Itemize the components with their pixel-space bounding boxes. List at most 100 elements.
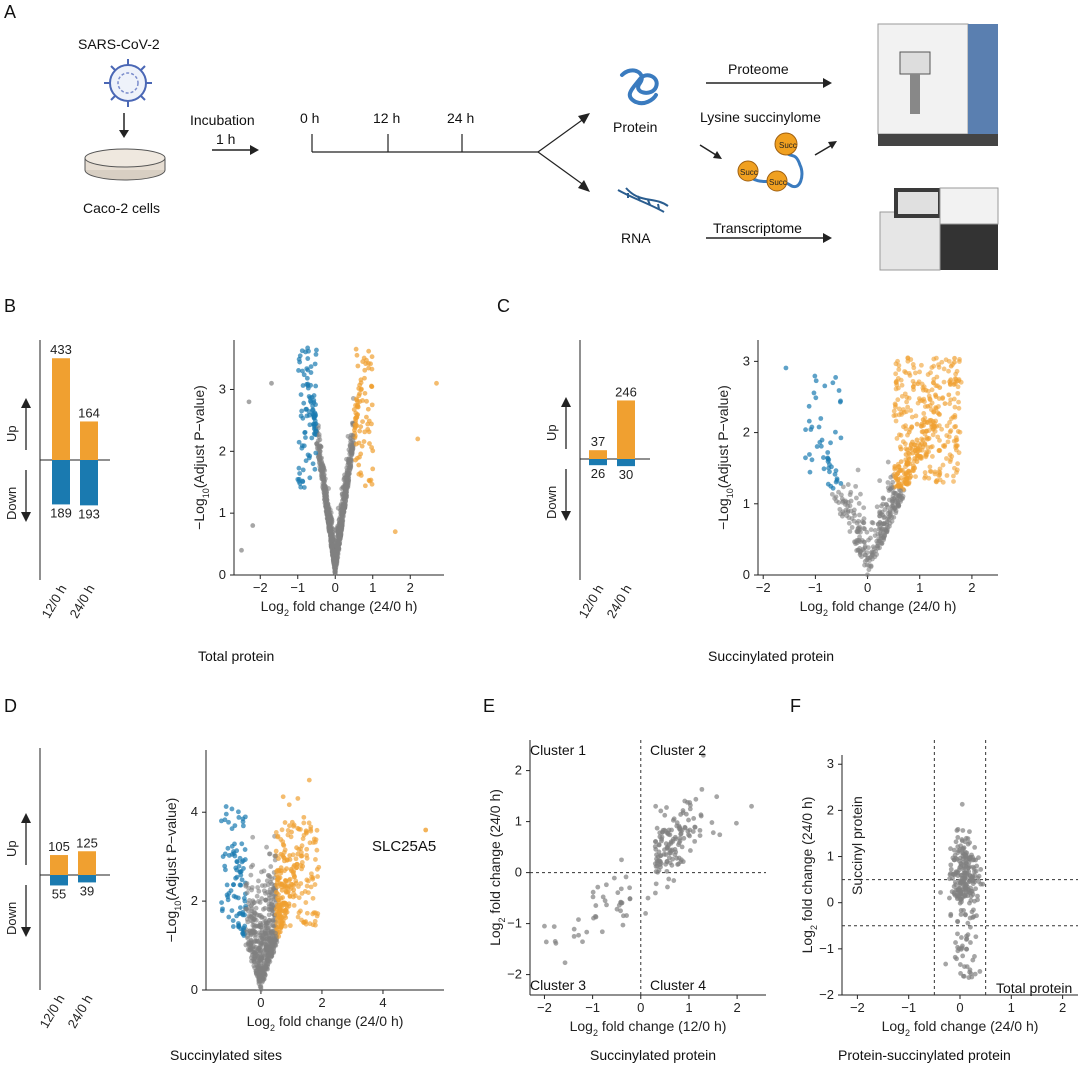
protein-icon bbox=[620, 68, 659, 106]
point bbox=[595, 884, 601, 890]
point bbox=[948, 913, 954, 919]
caption-c: Succinylated protein bbox=[708, 648, 835, 664]
point-up bbox=[947, 382, 953, 387]
point-ns bbox=[872, 527, 878, 533]
point-up bbox=[941, 379, 947, 385]
point-ns bbox=[866, 563, 872, 568]
point bbox=[954, 956, 959, 962]
point-up bbox=[368, 477, 374, 483]
point-up bbox=[893, 371, 899, 377]
point-ns bbox=[837, 506, 843, 512]
caption-d: Succinylated sites bbox=[170, 1047, 283, 1063]
point-down bbox=[305, 356, 311, 361]
point-up bbox=[952, 355, 957, 361]
point-up bbox=[944, 456, 949, 461]
point-down bbox=[300, 368, 305, 374]
point-up bbox=[913, 445, 919, 451]
point-up bbox=[922, 475, 928, 481]
point-ns bbox=[266, 895, 272, 901]
down-arrow-head bbox=[21, 927, 31, 937]
point bbox=[959, 801, 965, 807]
point-up bbox=[946, 368, 951, 374]
point bbox=[667, 832, 673, 838]
point bbox=[653, 869, 659, 874]
point-up bbox=[939, 426, 945, 432]
point-down bbox=[825, 481, 831, 487]
point-up bbox=[355, 412, 361, 417]
point-down bbox=[838, 435, 844, 441]
point-ns bbox=[348, 463, 353, 469]
point-up bbox=[919, 436, 924, 442]
bar-up-0 bbox=[52, 358, 70, 460]
point-up bbox=[304, 910, 310, 916]
y-tick-label-0: 0 bbox=[219, 567, 226, 582]
point bbox=[959, 837, 965, 842]
point-ns bbox=[339, 506, 344, 512]
point-up bbox=[353, 457, 358, 463]
point-up bbox=[923, 428, 929, 434]
point-down bbox=[808, 427, 814, 432]
point bbox=[969, 888, 974, 894]
proteome-label: Proteome bbox=[728, 61, 789, 77]
point bbox=[653, 839, 658, 844]
point-ns bbox=[331, 556, 337, 562]
point bbox=[658, 808, 664, 814]
point-down bbox=[233, 875, 239, 881]
point-down bbox=[830, 380, 836, 386]
point bbox=[963, 852, 969, 858]
point bbox=[970, 864, 976, 870]
point bbox=[672, 852, 678, 858]
point-up bbox=[899, 393, 905, 399]
point bbox=[964, 936, 970, 942]
x-tick-label-3: 1 bbox=[685, 1000, 692, 1015]
point bbox=[627, 896, 633, 902]
point-up bbox=[281, 909, 287, 914]
point bbox=[977, 969, 983, 974]
point-down bbox=[312, 466, 318, 472]
point bbox=[619, 857, 624, 863]
point-up bbox=[925, 436, 930, 442]
point-up bbox=[352, 427, 357, 433]
point-ns bbox=[887, 508, 893, 514]
point-down bbox=[309, 435, 315, 441]
point-down bbox=[232, 853, 238, 859]
x-tick-label-2: 0 bbox=[864, 580, 871, 595]
point-up bbox=[910, 362, 916, 367]
point-up bbox=[283, 915, 289, 920]
D_volcano-chart: 0 2 4 0 2 4 Log2 fold change (24/0 h) −Log10(Ad… bbox=[163, 750, 444, 1033]
point-down bbox=[226, 853, 232, 858]
point-up bbox=[356, 462, 362, 468]
point bbox=[972, 845, 978, 850]
point-up bbox=[274, 916, 280, 922]
point bbox=[697, 827, 703, 833]
point-down bbox=[241, 895, 247, 901]
point-down bbox=[232, 823, 238, 829]
point-ns bbox=[843, 507, 849, 513]
point bbox=[958, 971, 963, 976]
point-up bbox=[285, 828, 291, 833]
x-tick-label-3: 1 bbox=[1008, 1000, 1015, 1015]
bar-down-value-0: 189 bbox=[50, 505, 72, 520]
point-ns bbox=[339, 509, 345, 515]
point-ns bbox=[335, 528, 340, 534]
point-ns bbox=[869, 550, 875, 556]
point bbox=[975, 875, 981, 881]
point-ns bbox=[320, 466, 326, 471]
B_bar-chart: Up Down 433 189 12/0 h 164 193 24/0 h bbox=[4, 340, 110, 621]
point-up bbox=[296, 895, 302, 901]
point bbox=[645, 895, 651, 901]
point bbox=[658, 853, 663, 859]
point-up bbox=[956, 359, 962, 364]
point-down bbox=[303, 435, 308, 440]
point-up bbox=[282, 820, 288, 825]
point bbox=[973, 934, 979, 940]
point-up bbox=[906, 479, 912, 485]
point-up bbox=[895, 358, 900, 364]
point-ns bbox=[877, 478, 883, 484]
point-up bbox=[287, 823, 292, 829]
point-up bbox=[273, 848, 279, 854]
point bbox=[968, 971, 974, 976]
point bbox=[955, 931, 960, 937]
point-up bbox=[294, 865, 300, 871]
point-up bbox=[896, 367, 902, 372]
